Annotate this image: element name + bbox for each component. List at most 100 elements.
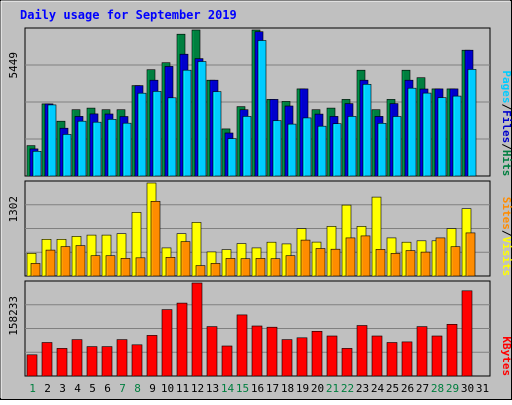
- bar-kbytes-day-29: [446, 323, 458, 377]
- bar-pages-day-15: [242, 116, 252, 177]
- panel-1: 5449 Pages/Files/Hits: [7, 27, 512, 177]
- bar-sites-day-27: [420, 251, 431, 277]
- series-sites: [30, 201, 476, 277]
- bar-sites-day-18: [285, 255, 296, 277]
- panel-2: 1302 Sites/Visits: [7, 180, 512, 277]
- bar-kbytes-day-13: [206, 326, 218, 377]
- legend-item-separator: /: [500, 104, 512, 111]
- bar-pages-day-4: [77, 120, 87, 177]
- panels-group: 5449 Pages/Files/Hits 1302 Sites/Visits 1582…: [7, 27, 512, 377]
- bar-sites-day-5: [90, 255, 101, 277]
- bar-pages-day-18: [287, 123, 297, 177]
- day-label-24: 24: [371, 382, 385, 395]
- bar-pages-day-14: [227, 138, 237, 177]
- bar-pages-day-21: [332, 123, 342, 177]
- bar-sites-day-7: [120, 258, 131, 277]
- bar-kbytes-day-19: [296, 337, 308, 377]
- day-label-29: 29: [446, 382, 459, 395]
- bar-sites-day-8: [135, 257, 146, 277]
- bar-pages-day-11: [182, 69, 192, 177]
- day-label-14: 14: [221, 382, 235, 395]
- chart-title: Daily usage for September 2019: [20, 8, 237, 22]
- bar-sites-day-20: [315, 248, 326, 277]
- bar-pages-day-23: [362, 84, 372, 177]
- bar-sites-day-14: [225, 258, 236, 277]
- bar-pages-day-16: [257, 40, 267, 177]
- bar-kbytes-day-20: [311, 330, 323, 377]
- bar-kbytes-day-8: [131, 344, 143, 377]
- bar-pages-day-25: [392, 116, 402, 177]
- bar-pages-day-9: [152, 91, 162, 177]
- day-label-8: 8: [134, 382, 141, 395]
- legend-item-pages: Pages: [500, 70, 512, 103]
- day-label-18: 18: [281, 382, 294, 395]
- bar-pages-day-19: [302, 117, 312, 177]
- bar-pages-day-12: [197, 61, 207, 177]
- bar-sites-day-3: [60, 246, 71, 277]
- bar-kbytes-day-10: [161, 309, 173, 377]
- bar-kbytes-day-27: [416, 326, 428, 377]
- legend: Pages/Files/Hits: [500, 70, 512, 176]
- bar-kbytes-day-23: [356, 325, 368, 377]
- bar-pages-day-1: [32, 151, 42, 177]
- bar-sites-day-12: [195, 265, 206, 277]
- legend-item-separator: /: [500, 230, 512, 237]
- bar-sites-day-21: [330, 248, 341, 277]
- bar-pages-day-7: [122, 122, 132, 177]
- bar-sites-day-29: [450, 246, 461, 277]
- day-label-6: 6: [104, 382, 111, 395]
- bar-pages-day-29: [452, 95, 462, 177]
- series-kbytes: [26, 282, 473, 377]
- day-label-19: 19: [296, 382, 309, 395]
- legend-item-kbytes: KBytes: [500, 336, 512, 376]
- legend: Sites/Visits: [500, 197, 512, 276]
- y-max-label: 158233: [7, 296, 20, 336]
- day-label-30: 30: [461, 382, 474, 395]
- y-max-label: 1302: [7, 196, 20, 223]
- bar-pages-day-24: [377, 123, 387, 177]
- bar-kbytes-day-3: [56, 348, 68, 377]
- day-label-11: 11: [176, 382, 189, 395]
- bar-kbytes-day-24: [371, 335, 383, 377]
- bar-kbytes-day-21: [326, 335, 338, 377]
- bar-sites-day-1: [30, 263, 41, 277]
- day-label-3: 3: [59, 382, 66, 395]
- bar-kbytes-day-17: [266, 326, 278, 377]
- day-label-22: 22: [341, 382, 354, 395]
- bar-pages-day-3: [62, 134, 72, 177]
- bar-sites-day-9: [150, 201, 161, 277]
- bar-pages-day-13: [212, 91, 222, 177]
- y-max-label: 5449: [7, 52, 20, 79]
- bar-pages-day-22: [347, 116, 357, 177]
- bar-pages-day-26: [407, 87, 417, 177]
- bar-sites-day-13: [210, 263, 221, 277]
- day-label-9: 9: [149, 382, 156, 395]
- bar-kbytes-day-30: [461, 290, 473, 377]
- bar-kbytes-day-9: [146, 335, 158, 377]
- day-label-23: 23: [356, 382, 369, 395]
- day-label-1: 1: [29, 382, 36, 395]
- legend-item-sites: Sites: [500, 197, 512, 230]
- day-label-12: 12: [191, 382, 204, 395]
- day-label-31: 31: [476, 382, 489, 395]
- bar-sites-day-30: [465, 232, 476, 277]
- day-label-13: 13: [206, 382, 219, 395]
- bar-sites-day-6: [105, 255, 116, 277]
- bar-kbytes-day-28: [431, 335, 443, 377]
- bar-sites-day-23: [360, 235, 371, 277]
- bar-kbytes-day-14: [221, 345, 233, 377]
- bar-pages-day-17: [272, 120, 282, 177]
- bar-kbytes-day-22: [341, 348, 353, 377]
- day-label-27: 27: [416, 382, 429, 395]
- day-label-15: 15: [236, 382, 249, 395]
- legend-item-files: Files: [500, 110, 512, 143]
- bar-sites-day-4: [75, 245, 86, 277]
- bar-kbytes-day-18: [281, 339, 293, 377]
- bar-sites-day-10: [165, 256, 176, 277]
- bar-pages-day-5: [92, 121, 102, 177]
- bar-sites-day-24: [375, 249, 386, 277]
- day-label-5: 5: [89, 382, 96, 395]
- day-labels: 1 2 3 4 5 6 7 8 9 10 11 12 13 14 15 16 17 18 19 20 21 22 23 24 2…: [29, 382, 489, 395]
- bar-kbytes-day-26: [401, 341, 413, 377]
